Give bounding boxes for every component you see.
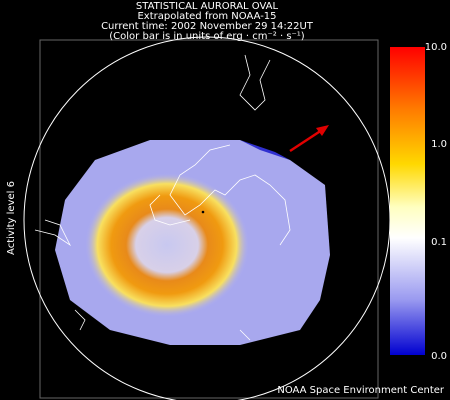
map-frame <box>39 39 379 399</box>
color-bar-label: 0.1 <box>431 237 447 248</box>
header-line: (Color bar is in units of erg · cm⁻² · s… <box>109 31 305 42</box>
header-line: STATISTICAL AURORAL OVAL <box>136 1 279 12</box>
pole-marker <box>201 210 205 214</box>
coastlines <box>34 54 291 341</box>
activity-label: Activity level 6 <box>6 181 17 255</box>
aurora-edge <box>240 140 290 160</box>
header-line: Current time: 2002 November 29 14:22UT <box>101 21 314 32</box>
footer-credit: NOAA Space Environment Center <box>277 385 445 396</box>
color-bar-label: 10.0 <box>425 42 447 53</box>
sun-direction-arrow <box>289 125 329 153</box>
aurora <box>55 140 330 345</box>
color-bar-label: 0.0 <box>431 351 447 362</box>
header-line: Extrapolated from NOAA-15 <box>137 11 276 22</box>
color-bar-label: 1.0 <box>431 139 447 150</box>
aurora-oval <box>85 173 249 317</box>
color-bar <box>390 47 425 355</box>
